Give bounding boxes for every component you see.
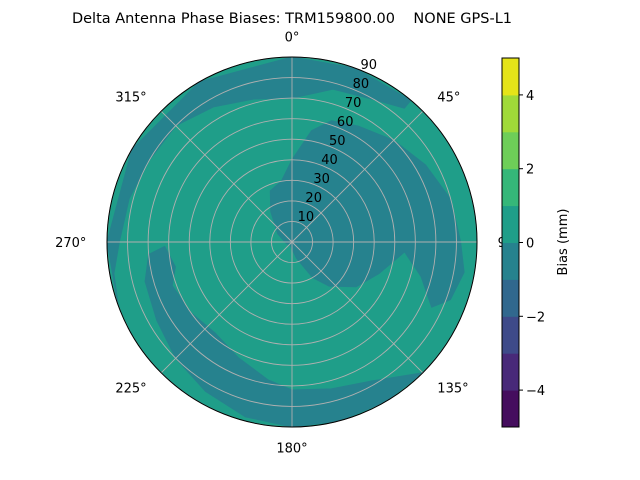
- angle-tick-label: 135°: [437, 381, 468, 396]
- angle-tick-label: 0°: [285, 30, 300, 45]
- contour-region: [144, 245, 424, 427]
- radial-tick-label: 40: [321, 153, 338, 168]
- angle-tick-label: 180°: [276, 442, 307, 457]
- angle-tick-label: 270°: [55, 236, 86, 251]
- radial-tick-label: 60: [337, 115, 354, 130]
- angular-gridline: [291, 110, 424, 243]
- colorbar-band: [502, 205, 519, 243]
- contour-region: [269, 120, 465, 308]
- radial-tick-label: 80: [353, 77, 370, 92]
- colorbar-band: [502, 94, 519, 133]
- colorbar-tick-label: 4: [526, 89, 534, 104]
- colorbar-tick-label: −2: [526, 310, 545, 325]
- angular-gridline: [160, 110, 293, 243]
- angle-tick-label: 45°: [437, 91, 460, 106]
- colorbar-label: Bias (mm): [556, 209, 571, 276]
- polar-frame: [106, 56, 478, 428]
- chart-title: Delta Antenna Phase Biases: TRM159800.00…: [72, 11, 512, 27]
- angle-tick-label: 225°: [115, 381, 146, 396]
- polar-plot-area: 0°45°90°135°180°225°270°315°102030405060…: [55, 30, 521, 456]
- radial-tick-label: 30: [313, 172, 330, 187]
- colorbar-band: [502, 168, 519, 207]
- colorbar-tick-label: 0: [526, 237, 534, 252]
- angular-gridline: [291, 241, 424, 374]
- angular-gridline: [160, 241, 293, 374]
- colorbar: −4 −2 0 2 4: [501, 57, 545, 428]
- colorbar-band: [502, 316, 519, 354]
- colorbar-band: [502, 353, 519, 391]
- radial-tick-label: 90: [361, 58, 378, 73]
- radial-tick-label: 20: [305, 191, 322, 206]
- colorbar-band: [502, 131, 519, 170]
- angle-tick-label: 315°: [115, 91, 146, 106]
- radial-tick-label: 10: [298, 210, 315, 225]
- colorbar-tick-label: 2: [526, 163, 534, 178]
- colorbar-band: [502, 279, 519, 317]
- colorbar-tick-label: −4: [526, 384, 545, 399]
- colorbar-band: [502, 242, 519, 280]
- colorbar-band: [502, 58, 519, 96]
- colorbar-band: [502, 390, 519, 428]
- radial-tick-label: 50: [329, 134, 346, 149]
- radial-tick-label: 70: [345, 96, 362, 111]
